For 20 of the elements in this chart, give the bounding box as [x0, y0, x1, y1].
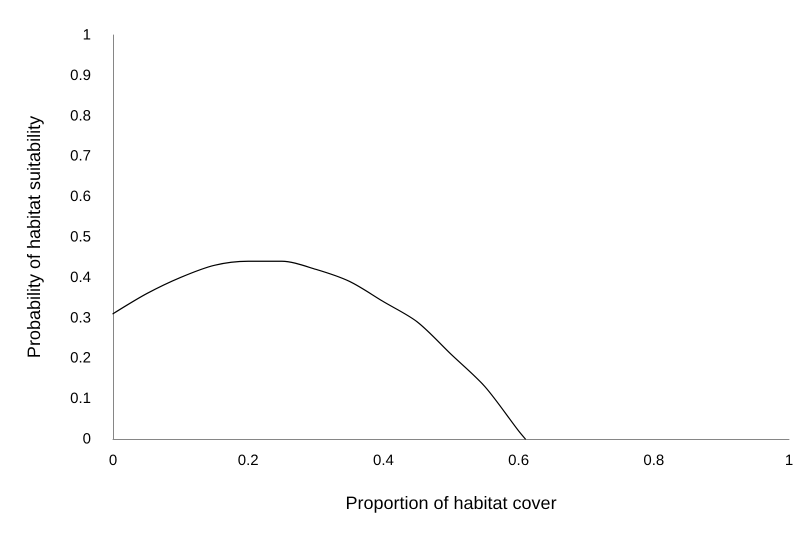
y-tick-label: 0.5	[70, 228, 91, 246]
x-tick-label: 0.6	[508, 452, 530, 469]
x-tick-label: 1	[784, 452, 794, 469]
x-tick-label: 0.4	[372, 452, 394, 469]
y-tick-label: 0.9	[70, 66, 91, 84]
y-tick-label: 0	[82, 430, 91, 448]
y-tick-label: 1	[82, 26, 91, 44]
y-tick-label: 0.2	[70, 350, 91, 367]
y-axis-title: Probability of habitat suitability	[24, 116, 44, 358]
y-tick-label: 0.3	[70, 309, 91, 326]
y-tick-label: 0.8	[70, 107, 91, 124]
line-series	[112, 260, 526, 440]
x-tick-label: 0	[108, 452, 118, 469]
y-tick-label: 0.7	[70, 148, 91, 165]
y-tick-label: 0.1	[70, 390, 91, 408]
y-tick-label: 0.6	[70, 188, 91, 206]
y-tick-label: 0.4	[70, 268, 91, 286]
x-tick-label: 0.2	[238, 452, 259, 469]
x-tick-label: 0.8	[643, 452, 664, 469]
x-axis-title: Proportion of habitat cover	[345, 493, 557, 513]
